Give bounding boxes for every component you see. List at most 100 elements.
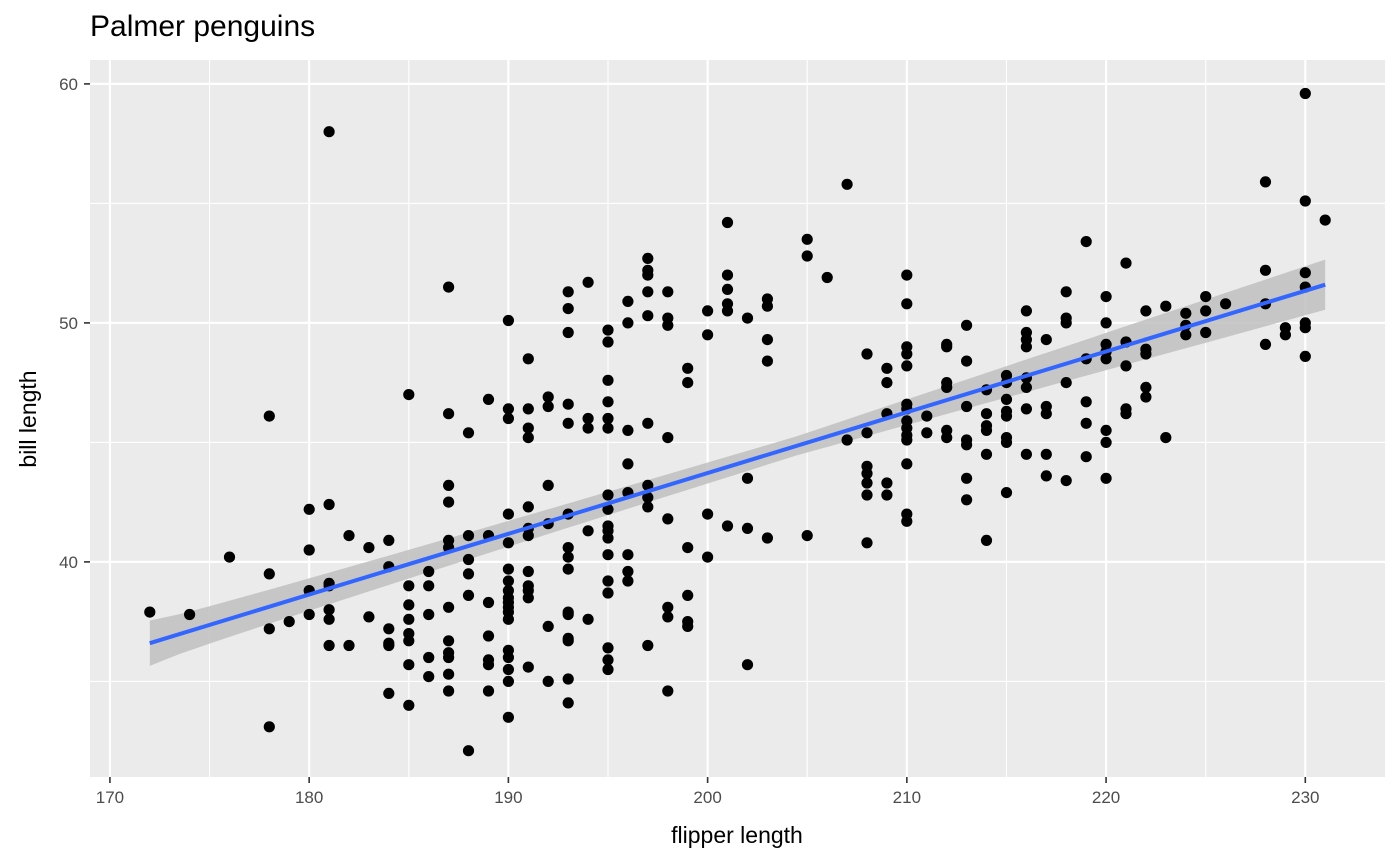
data-point (462, 745, 475, 757)
data-point (961, 439, 973, 451)
data-point (1220, 298, 1232, 310)
data-point (980, 408, 993, 420)
data-point (622, 549, 634, 561)
data-point (423, 671, 435, 683)
data-point (761, 334, 774, 346)
data-point (363, 542, 375, 554)
data-point (502, 563, 514, 575)
data-point (1299, 267, 1311, 279)
x-tick-label: 180 (295, 788, 323, 807)
data-point (682, 620, 694, 633)
data-point (1120, 257, 1132, 269)
data-point (184, 608, 196, 621)
data-point (721, 305, 734, 317)
data-point (443, 635, 455, 647)
data-point (622, 458, 634, 470)
data-point (1080, 396, 1092, 408)
data-point (443, 651, 455, 664)
data-point (841, 178, 853, 190)
data-point (682, 362, 694, 374)
data-point (1200, 291, 1212, 303)
data-point (901, 434, 913, 446)
data-point (702, 508, 714, 520)
data-point (841, 434, 853, 446)
data-point (522, 501, 534, 513)
data-point (761, 300, 774, 312)
data-point (482, 685, 495, 697)
data-point (901, 458, 913, 470)
data-point (921, 410, 933, 422)
data-point (482, 596, 495, 609)
data-point (443, 601, 455, 613)
data-point (502, 663, 514, 676)
data-point (642, 286, 654, 298)
data-point (682, 542, 694, 554)
data-point (961, 319, 973, 331)
data-point (383, 687, 395, 700)
data-point (861, 489, 873, 501)
data-point (602, 654, 614, 666)
data-point (801, 530, 813, 542)
data-point (980, 534, 993, 547)
data-point (602, 575, 614, 587)
data-point (482, 393, 495, 405)
x-axis-title: flipper length (671, 822, 803, 848)
data-point (901, 360, 913, 372)
data-point (642, 491, 654, 503)
data-point (682, 589, 694, 602)
data-point (622, 317, 634, 329)
y-tick-label: 50 (59, 314, 78, 333)
data-point (741, 312, 754, 324)
data-point (443, 685, 455, 697)
data-point (443, 479, 455, 491)
data-point (961, 472, 973, 484)
data-point (1279, 329, 1291, 341)
data-point (403, 659, 415, 671)
data-point (522, 661, 534, 673)
data-point (383, 637, 395, 649)
data-point (602, 324, 614, 336)
data-point (801, 250, 813, 262)
data-point (602, 396, 614, 408)
data-point (622, 295, 634, 307)
data-point (602, 374, 614, 386)
data-point (602, 532, 614, 544)
x-tick-label: 230 (1291, 788, 1319, 807)
data-point (861, 537, 873, 549)
data-point (403, 613, 415, 625)
data-point (522, 530, 534, 542)
data-point (1299, 350, 1311, 362)
data-point (881, 362, 893, 374)
data-point (522, 432, 534, 444)
data-point (542, 479, 554, 491)
data-point (283, 616, 295, 628)
data-point (423, 651, 435, 664)
data-point (642, 310, 654, 322)
data-point (1040, 408, 1052, 420)
data-point (1299, 87, 1311, 100)
data-point (1299, 195, 1311, 207)
data-point (343, 530, 355, 542)
data-point (961, 400, 973, 413)
data-point (980, 424, 993, 436)
data-point (881, 477, 893, 489)
data-point (582, 276, 594, 288)
x-tick-label: 210 (893, 788, 921, 807)
data-point (263, 410, 275, 422)
data-point (622, 565, 634, 578)
data-point (901, 269, 913, 281)
data-point (602, 549, 614, 561)
data-point (662, 611, 674, 623)
data-point (323, 126, 335, 138)
data-point (502, 314, 514, 327)
data-point (1080, 236, 1092, 248)
data-point (1140, 305, 1152, 317)
data-point (403, 699, 415, 711)
data-point (662, 432, 674, 444)
data-point (761, 532, 774, 544)
data-point (961, 494, 973, 506)
data-point (1020, 403, 1032, 415)
data-point (642, 479, 654, 491)
data-point (323, 604, 335, 616)
data-point (562, 303, 574, 315)
